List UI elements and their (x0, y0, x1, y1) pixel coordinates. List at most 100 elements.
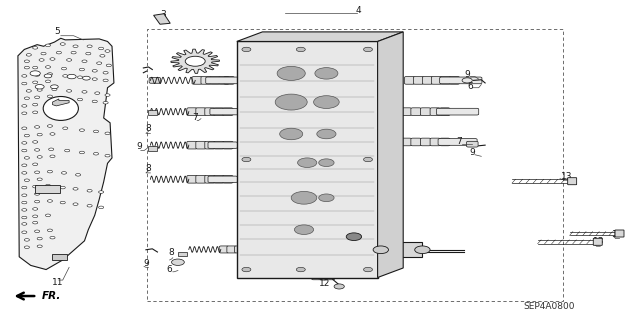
Circle shape (45, 110, 51, 113)
Circle shape (334, 284, 344, 289)
FancyBboxPatch shape (208, 176, 237, 182)
Circle shape (37, 245, 42, 248)
Circle shape (26, 90, 31, 92)
Text: 9: 9 (143, 259, 148, 268)
Circle shape (82, 91, 87, 93)
Circle shape (50, 155, 55, 158)
FancyBboxPatch shape (196, 108, 206, 115)
Circle shape (22, 172, 27, 174)
Circle shape (51, 85, 58, 89)
Circle shape (22, 149, 27, 152)
Circle shape (103, 71, 108, 74)
Text: 13: 13 (593, 237, 604, 246)
Circle shape (33, 81, 38, 84)
Circle shape (314, 96, 339, 108)
Text: 11: 11 (52, 278, 63, 287)
Circle shape (92, 78, 97, 80)
FancyBboxPatch shape (430, 108, 440, 115)
FancyBboxPatch shape (224, 77, 234, 84)
Circle shape (65, 149, 70, 152)
Circle shape (47, 73, 52, 75)
FancyBboxPatch shape (411, 108, 421, 115)
Circle shape (73, 45, 78, 48)
Circle shape (22, 164, 27, 167)
Circle shape (73, 203, 78, 205)
Text: 3: 3 (161, 10, 166, 19)
Circle shape (24, 246, 29, 249)
Circle shape (33, 47, 38, 49)
Circle shape (103, 79, 108, 82)
Circle shape (87, 204, 92, 207)
Text: 7: 7 (193, 113, 198, 122)
Circle shape (49, 148, 54, 151)
Text: 13: 13 (561, 172, 572, 181)
Circle shape (105, 132, 110, 135)
Circle shape (22, 112, 27, 115)
Circle shape (364, 157, 372, 162)
Circle shape (280, 128, 303, 140)
Circle shape (24, 97, 29, 100)
FancyBboxPatch shape (411, 138, 421, 146)
FancyBboxPatch shape (219, 246, 229, 253)
Circle shape (79, 151, 84, 154)
Circle shape (35, 149, 40, 151)
FancyBboxPatch shape (196, 141, 206, 149)
FancyBboxPatch shape (223, 108, 233, 115)
Text: 7: 7 (457, 137, 462, 146)
Circle shape (22, 75, 27, 77)
Circle shape (35, 74, 40, 76)
Circle shape (50, 236, 55, 239)
Circle shape (35, 85, 44, 89)
Circle shape (60, 186, 65, 189)
Polygon shape (52, 99, 69, 106)
Circle shape (60, 43, 65, 45)
FancyBboxPatch shape (187, 175, 197, 183)
Circle shape (22, 105, 27, 107)
Circle shape (93, 130, 99, 133)
FancyBboxPatch shape (420, 108, 431, 115)
FancyBboxPatch shape (401, 138, 412, 146)
Text: 14: 14 (345, 170, 356, 179)
Circle shape (22, 186, 27, 189)
Text: FR.: FR. (42, 291, 61, 301)
FancyBboxPatch shape (440, 138, 450, 146)
Circle shape (364, 47, 372, 52)
Circle shape (97, 62, 102, 64)
Circle shape (275, 94, 307, 110)
Text: 12: 12 (319, 279, 331, 288)
Circle shape (364, 267, 372, 272)
Circle shape (67, 90, 72, 92)
Circle shape (319, 194, 334, 202)
Text: SEP4A0800: SEP4A0800 (524, 302, 575, 311)
Circle shape (24, 134, 29, 137)
Circle shape (185, 56, 205, 66)
Circle shape (33, 111, 38, 114)
Circle shape (50, 58, 55, 60)
Circle shape (22, 127, 27, 130)
Circle shape (103, 101, 108, 104)
Circle shape (319, 159, 334, 167)
FancyBboxPatch shape (420, 138, 431, 146)
Circle shape (47, 229, 52, 232)
FancyBboxPatch shape (205, 175, 215, 183)
FancyBboxPatch shape (401, 108, 412, 115)
Circle shape (45, 214, 51, 217)
Circle shape (45, 44, 51, 47)
Circle shape (105, 154, 110, 157)
Circle shape (35, 193, 40, 195)
Circle shape (67, 59, 72, 61)
Circle shape (346, 233, 362, 241)
Text: 2: 2 (406, 246, 411, 255)
FancyBboxPatch shape (187, 108, 197, 115)
Text: 4: 4 (356, 6, 361, 15)
Circle shape (296, 47, 305, 52)
Circle shape (39, 59, 44, 61)
Circle shape (45, 102, 51, 105)
Circle shape (99, 47, 104, 50)
Circle shape (22, 231, 27, 234)
Circle shape (35, 126, 40, 128)
Text: 8: 8 (146, 164, 151, 173)
Polygon shape (171, 49, 220, 73)
Text: 5: 5 (55, 27, 60, 36)
Circle shape (87, 189, 92, 192)
